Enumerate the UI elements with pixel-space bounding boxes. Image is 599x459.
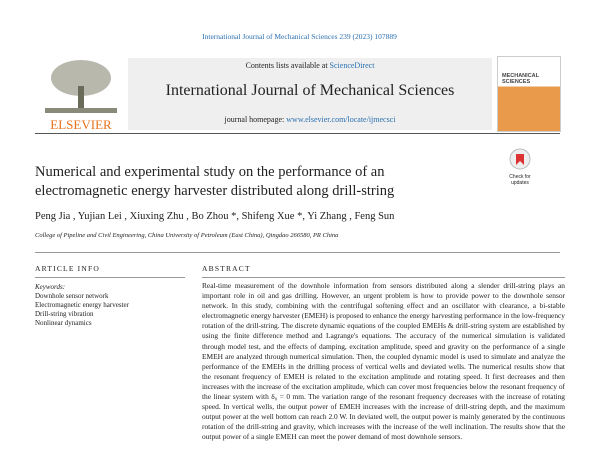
keyword: Downhole sensor network (35, 292, 109, 300)
ribbon (516, 154, 524, 165)
publisher-logo: ELSEVIER (35, 56, 127, 132)
contents-link[interactable]: ScienceDirect (329, 61, 375, 70)
keywords: Keywords: Downhole sensor network Electr… (35, 283, 129, 328)
title-line: electromagnetic energy harvester distrib… (35, 183, 395, 199)
info-rule (35, 277, 185, 278)
keyword: Electromagnetic energy harvester (35, 301, 129, 309)
abstract-heading: ABSTRACT (202, 264, 251, 273)
article-title: Numerical and experimental study on the … (35, 163, 394, 201)
cover-title: MECHANICAL SCIENCES (502, 73, 539, 85)
contents-line: Contents lists available at ScienceDirec… (128, 61, 492, 70)
journal-cover: MECHANICAL SCIENCES (497, 56, 561, 132)
journal-reference[interactable]: International Journal of Mechanical Scie… (202, 32, 397, 41)
header-band (128, 58, 492, 130)
keywords-label: Keywords: (35, 283, 66, 291)
keyword: Nonlinear dynamics (35, 319, 92, 327)
homepage-label: journal homepage: (224, 115, 285, 124)
logo-ground (45, 108, 117, 113)
homepage-line: journal homepage: www.elsevier.com/locat… (128, 115, 492, 124)
check-updates[interactable]: Check for updates (503, 148, 537, 186)
publisher-name: ELSEVIER (50, 117, 112, 132)
contents-prefix: Contents lists available at (245, 61, 328, 70)
abstract-rule (202, 277, 565, 278)
authors: Peng Jia , Yujian Lei , Xiuxing Zhu , Bo… (35, 211, 395, 222)
check-updates-text: Check for updates (509, 174, 531, 186)
header-rule (35, 133, 560, 134)
logo-tree (51, 60, 111, 96)
keyword: Drill-string vibration (35, 310, 94, 318)
article-info-heading: ARTICLE INFO (35, 264, 100, 273)
abstract-text: Real-time measurement of the downhole in… (202, 281, 565, 442)
logo-trunk (78, 86, 84, 110)
affiliation-rule (35, 252, 560, 253)
journal-title: International Journal of Mechanical Scie… (165, 82, 455, 99)
check-updates-icon (509, 148, 531, 170)
title-line: Numerical and experimental study on the … (35, 164, 385, 180)
homepage-url[interactable]: www.elsevier.com/locate/ijmecsci (286, 115, 396, 124)
affiliation: College of Pipeline and Civil Engineerin… (35, 232, 339, 239)
